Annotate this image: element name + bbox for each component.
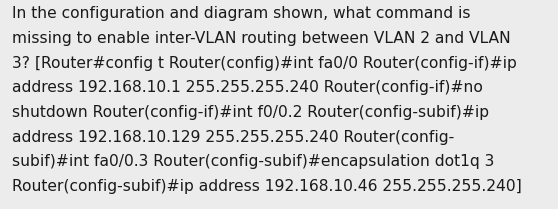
Text: Router(config-subif)#ip address 192.168.10.46 255.255.255.240]: Router(config-subif)#ip address 192.168.…: [12, 179, 522, 194]
Text: address 192.168.10.1 255.255.255.240 Router(config-if)#no: address 192.168.10.1 255.255.255.240 Rou…: [12, 80, 483, 95]
Text: 3? [Router#config t Router(config)#int fa0/0 Router(config-if)#ip: 3? [Router#config t Router(config)#int f…: [12, 56, 517, 71]
Text: address 192.168.10.129 255.255.255.240 Router(config-: address 192.168.10.129 255.255.255.240 R…: [12, 130, 455, 145]
Text: subif)#int fa0/0.3 Router(config-subif)#encapsulation dot1q 3: subif)#int fa0/0.3 Router(config-subif)#…: [12, 154, 494, 169]
Text: shutdown Router(config-if)#int f0/0.2 Router(config-subif)#ip: shutdown Router(config-if)#int f0/0.2 Ro…: [12, 105, 489, 120]
Text: missing to enable inter-VLAN routing between VLAN 2 and VLAN: missing to enable inter-VLAN routing bet…: [12, 31, 511, 46]
Text: In the configuration and diagram shown, what command is: In the configuration and diagram shown, …: [12, 6, 471, 21]
